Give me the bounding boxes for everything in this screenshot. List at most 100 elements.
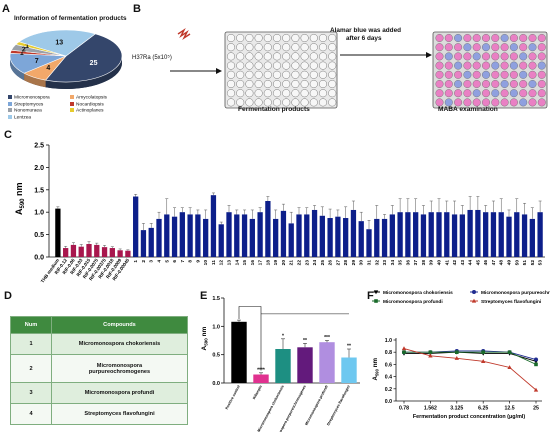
plate-well — [444, 89, 453, 98]
data-point — [401, 346, 407, 351]
plate-well — [282, 89, 291, 98]
plate-well — [500, 98, 509, 107]
x-tick-label: 12.5 — [505, 406, 515, 412]
bar — [171, 216, 178, 257]
table-cell-num: 2 — [10, 354, 52, 383]
panel-label-d: D — [4, 290, 12, 302]
pie-slice-label: 1 — [25, 43, 29, 50]
plate-well — [528, 89, 537, 98]
data-point — [507, 350, 512, 354]
table-cell-num: 4 — [10, 403, 52, 425]
x-tick-label: 25 — [533, 406, 539, 412]
plate-well — [309, 89, 318, 98]
plate-well — [454, 61, 463, 70]
y-axis-label: A590 nm — [201, 327, 209, 351]
plate-well — [272, 70, 282, 79]
pie-slice-label: 25 — [90, 60, 98, 67]
plate-well — [309, 33, 318, 43]
x-tick-label: 33 — [382, 260, 388, 266]
plate-well — [300, 70, 309, 79]
plate-well — [435, 52, 444, 61]
plate-well — [254, 43, 263, 52]
plate-well — [537, 61, 546, 70]
compounds-table: Num Compounds 1 Micromonospora chokoriensi… — [10, 316, 188, 425]
x-tick-label: 43 — [460, 260, 466, 266]
plate-well — [435, 79, 444, 88]
legend-label: Lentzea — [14, 114, 32, 120]
x-tick-label: 24 — [312, 260, 318, 266]
legend-item: Amycolatopsis — [70, 95, 107, 100]
bar — [343, 218, 349, 257]
plate-well — [282, 70, 291, 79]
x-tick-label: 29 — [351, 260, 357, 266]
legend-marker — [471, 298, 477, 303]
plate-well — [472, 89, 481, 98]
x-tick-label: 48 — [499, 260, 505, 266]
x-tick-label: 7 — [180, 260, 186, 263]
pie-chart: 25 47 12 1 13 — [9, 29, 123, 89]
bar — [226, 212, 232, 257]
plate-well — [482, 89, 491, 98]
x-tick-label: Streptomyces flavofungini — [326, 385, 351, 427]
plate-well — [328, 61, 337, 70]
bar — [397, 212, 403, 257]
x-tick-label: 19 — [273, 260, 279, 266]
legend-label: Nocardiopsis — [76, 101, 104, 107]
bar — [506, 216, 512, 257]
plate-well — [435, 98, 444, 107]
bar — [234, 214, 240, 257]
y-tick-label: 2.0 — [34, 165, 44, 172]
plate-well — [482, 43, 491, 52]
plate-well — [491, 79, 500, 88]
x-tick-label: 47 — [491, 260, 497, 266]
x-tick-label: 41 — [444, 260, 450, 266]
x-tick-label: 31 — [367, 260, 373, 266]
bar — [420, 214, 427, 257]
bar — [335, 216, 341, 257]
plate-well — [328, 79, 337, 89]
x-tick-label: 8 — [188, 260, 194, 263]
plate-well — [528, 43, 537, 52]
plate-well — [272, 43, 282, 52]
legend-item: Actinoplanes — [70, 108, 103, 113]
plate-well — [509, 61, 518, 70]
plate-well — [537, 52, 546, 61]
y-tick-label: 0.5 — [212, 353, 220, 359]
bar — [327, 218, 333, 257]
table-cell-compound: Micromonospora purpureochromogenes — [51, 354, 188, 383]
x-tick-label: 44 — [468, 260, 474, 266]
significance-mark: * — [282, 333, 284, 339]
plate-well — [282, 98, 291, 107]
plate-well — [236, 79, 245, 89]
y-tick-label: 0.5 — [34, 232, 44, 239]
x-tick-label: 18 — [265, 260, 271, 266]
plate-well — [509, 43, 518, 52]
line-chart-f: Micromonospora chokoriensis Micromonospor… — [372, 290, 550, 420]
plate-well — [300, 43, 309, 52]
plate-well — [463, 70, 472, 79]
data-point — [481, 359, 486, 363]
x-tick-label: 20 — [281, 260, 287, 266]
y-tick-label: 1.5 — [34, 187, 44, 194]
bar — [117, 250, 123, 257]
bar — [148, 227, 154, 257]
plate-well — [454, 98, 463, 107]
bar — [265, 201, 271, 257]
plate-well — [245, 52, 254, 61]
plate-well — [309, 98, 318, 107]
plate-well — [282, 61, 291, 70]
plate-well — [272, 98, 282, 107]
x-tick-label: 39 — [429, 260, 435, 266]
plate-well — [519, 34, 528, 43]
x-tick-label: 17 — [258, 260, 264, 266]
plate-well — [435, 89, 444, 98]
significance-mark: ** — [347, 344, 351, 350]
bar — [319, 215, 325, 257]
bar — [296, 214, 302, 257]
panel-label-e: E — [200, 290, 208, 302]
x-tick-label: 45 — [475, 260, 481, 266]
plate-well — [463, 43, 472, 52]
plate-well — [263, 43, 272, 52]
x-tick-label: 5 — [164, 260, 170, 263]
